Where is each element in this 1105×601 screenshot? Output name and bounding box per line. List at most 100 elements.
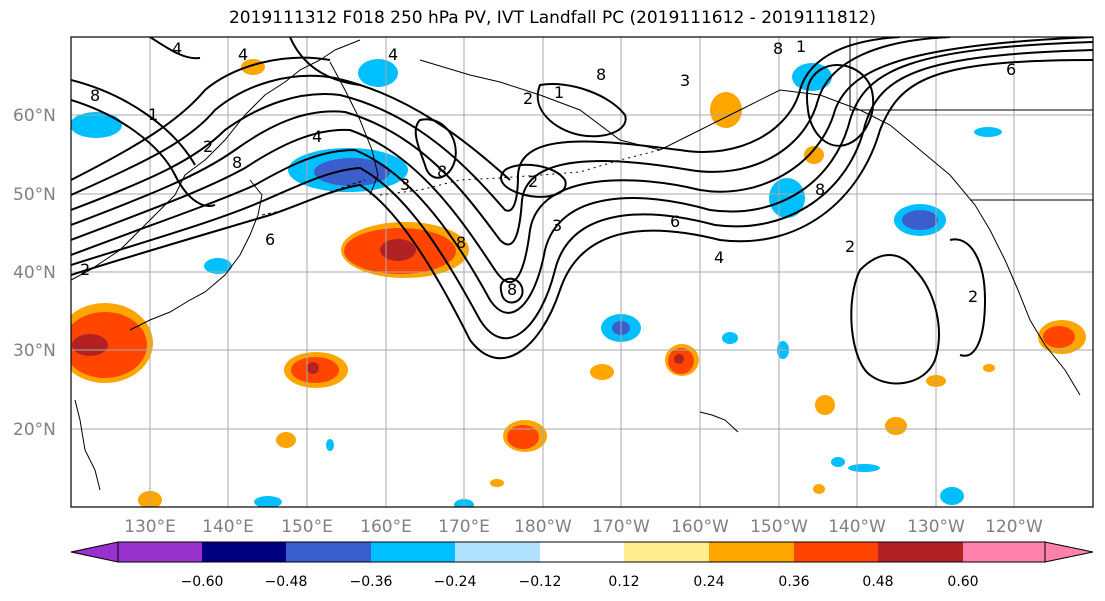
contour-line <box>71 37 951 246</box>
na-west-coast <box>989 229 1081 396</box>
contour-label: 2 <box>523 89 533 108</box>
colorbar-tick-label: 0.24 <box>693 574 724 590</box>
contour-label: 8 <box>456 233 466 252</box>
contour-line <box>71 41 1093 314</box>
contour-label: 8 <box>90 86 100 105</box>
contour-label: 1 <box>554 83 564 102</box>
colorbar-tick-label: −0.60 <box>181 574 224 590</box>
colorbar-swatch <box>709 542 794 562</box>
colorbar-swatch <box>118 542 202 562</box>
pv-contours <box>71 37 1093 385</box>
contour-line <box>71 56 331 181</box>
contour-line <box>949 238 987 357</box>
colorbar-ticks: −0.60 −0.48 −0.36 −0.24 −0.12 0.12 0.24 … <box>181 574 979 590</box>
contour-label: 6 <box>265 230 275 249</box>
contour-label: 1 <box>796 37 806 56</box>
neg-blob <box>769 178 805 218</box>
contour-line <box>414 118 457 179</box>
contour-label: 8 <box>815 180 825 199</box>
pos-blob <box>815 395 835 415</box>
contour-line <box>536 83 627 138</box>
colorbar: −0.60 −0.48 −0.36 −0.24 −0.12 0.12 0.24 … <box>70 541 1094 590</box>
neg-blob <box>204 258 232 274</box>
colorbar-tick-label: 0.60 <box>947 574 978 590</box>
contour-label: 2 <box>845 237 855 256</box>
contour-label: 3 <box>680 71 690 90</box>
neg-blob <box>254 496 282 507</box>
pos-blob <box>674 354 684 364</box>
pos-blob <box>983 364 995 372</box>
colorbar-tick-label: −0.24 <box>434 574 477 590</box>
neg-blob <box>71 112 122 138</box>
colorbar-swatch <box>455 542 540 562</box>
contour-line <box>71 37 901 212</box>
pos-blob <box>885 417 907 435</box>
colorbar-tick-label: 0.12 <box>608 574 639 590</box>
philippines <box>74 399 101 491</box>
contour-line <box>850 254 940 385</box>
map-title: 2019111312 F018 250 hPa PV, IVT Landfall… <box>228 8 876 28</box>
contour-labels: 4 4 8 8 2 6 4 4 8 2 1 8 3 1 2 3 6 4 8 8 … <box>80 37 1016 306</box>
lon-labels: 130°E 140°E 150°E 160°E 170°E 180°W 170°… <box>124 517 1043 537</box>
pos-blob <box>710 92 742 128</box>
neg-blob <box>848 464 880 472</box>
neg-blob <box>974 127 1002 137</box>
contour-line <box>71 79 196 166</box>
contour-label: 3 <box>400 175 410 194</box>
colorbar-swatch <box>624 542 709 562</box>
neg-blob <box>326 439 334 451</box>
plot-frame <box>70 36 1094 508</box>
lon-label-130w: 130°W <box>907 517 965 537</box>
contour-line <box>500 163 567 198</box>
contour-label: 6 <box>1006 60 1016 79</box>
pos-blob <box>813 484 825 494</box>
colorbar-swatch <box>540 542 624 562</box>
pos-blob <box>590 364 614 380</box>
colorbar-tick-label: 0.48 <box>862 574 893 590</box>
contour-label: 3 <box>552 216 562 235</box>
colorbar-swatch <box>371 542 455 562</box>
shaded-anomalies <box>71 59 1086 507</box>
lat-label-40n: 40°N <box>13 263 56 283</box>
lon-label-140w: 140°W <box>828 517 886 537</box>
lon-label-150e: 150°E <box>281 517 333 537</box>
contour-line <box>499 277 524 304</box>
contour-label: 2 <box>203 137 213 156</box>
lon-label-170e: 170°E <box>438 517 490 537</box>
lat-labels: 20°N 30°N 40°N 50°N 60°N <box>13 106 56 440</box>
colorbar-swatch <box>878 542 963 562</box>
alaska-coast <box>419 59 991 231</box>
colorbar-tick-label: −0.48 <box>265 574 308 590</box>
colorbar-tick-label: 0.36 <box>778 574 809 590</box>
lon-label-150w: 150°W <box>750 517 808 537</box>
colorbar-tick-label: −0.36 <box>350 574 393 590</box>
hawaii <box>699 411 739 433</box>
colorbar-extend-high <box>963 542 1093 562</box>
contour-label: 8 <box>507 280 517 299</box>
lon-label-180w: 180°W <box>514 517 572 537</box>
contour-label: 8 <box>773 39 783 58</box>
contour-label: 4 <box>312 127 322 146</box>
contour-label: 2 <box>968 287 978 306</box>
contour-label: 4 <box>172 39 182 58</box>
lat-label-50n: 50°N <box>13 185 56 205</box>
lon-label-120w: 120°W <box>985 517 1043 537</box>
contour-line <box>71 37 1093 284</box>
contour-line <box>71 99 216 207</box>
lon-label-140e: 140°E <box>202 517 254 537</box>
lon-label-170w: 170°W <box>592 517 650 537</box>
colorbar-frame <box>117 541 1046 563</box>
pos-blob <box>1043 326 1075 348</box>
lon-label-130e: 130°E <box>124 517 176 537</box>
contour-line <box>71 49 1093 340</box>
neg-blob <box>358 59 398 87</box>
lon-label-160e: 160°E <box>360 517 412 537</box>
korea-japan <box>129 179 263 331</box>
contour-label: 4 <box>238 45 248 64</box>
neg-blob <box>940 487 964 505</box>
colorbar-swatches <box>70 541 1094 563</box>
contour-line <box>289 37 361 86</box>
pos-blob <box>804 146 824 164</box>
neg-blob <box>722 332 738 344</box>
contour-label: 4 <box>388 45 398 64</box>
